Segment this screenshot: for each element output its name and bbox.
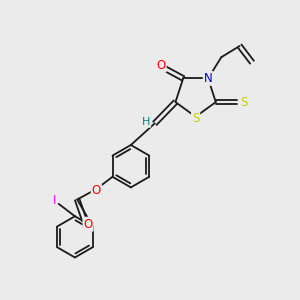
Text: S: S	[240, 96, 247, 109]
Text: H: H	[142, 117, 150, 127]
Text: S: S	[192, 112, 199, 125]
Text: O: O	[83, 218, 93, 231]
Text: N: N	[204, 72, 212, 85]
Text: O: O	[157, 58, 166, 72]
Text: O: O	[92, 184, 101, 197]
Text: I: I	[52, 194, 56, 207]
